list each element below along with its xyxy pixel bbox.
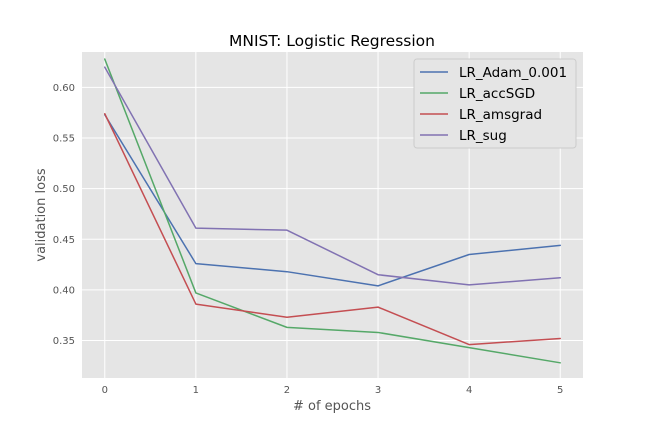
y-tick-label: 0.50: [53, 184, 75, 195]
x-tick-labels: 0 1 2 3 4 5: [102, 385, 564, 396]
x-tick-label: 0: [102, 385, 108, 396]
series-line-lr-adam-0-001: [104, 114, 561, 287]
x-tick-label: 1: [193, 385, 199, 396]
y-tick-labels: 0.35 0.40 0.45 0.50 0.55 0.60: [53, 83, 75, 347]
series-line-lr-sug: [104, 66, 561, 286]
legend-box: [413, 58, 577, 149]
y-axis-label: validation loss: [34, 168, 49, 261]
y-tick-label: 0.55: [53, 134, 75, 145]
y-tick-label: 0.45: [53, 235, 75, 246]
x-axis-label: # of epochs: [293, 399, 371, 414]
legend-label: LR_Adam_0.001: [459, 65, 567, 81]
y-tick-label: 0.35: [53, 336, 75, 347]
y-tick-label: 0.60: [53, 83, 75, 94]
chart-title: MNIST: Logistic Regression: [229, 32, 435, 50]
series-lines: [104, 58, 561, 364]
legend-label: LR_sug: [459, 128, 507, 144]
series-line-lr-amsgrad: [104, 113, 561, 346]
legend: LR_Adam_0.001 LR_accSGD LR_amsgrad LR_sug: [413, 58, 577, 149]
x-tick-label: 3: [375, 385, 381, 396]
x-tick-label: 2: [284, 385, 290, 396]
x-tick-label: 4: [466, 385, 472, 396]
legend-label: LR_accSGD: [459, 86, 535, 102]
y-tick-label: 0.40: [53, 285, 75, 296]
legend-label: LR_amsgrad: [459, 107, 542, 123]
series-line-lr-accsgd: [104, 58, 561, 364]
x-tick-label: 5: [557, 385, 563, 396]
